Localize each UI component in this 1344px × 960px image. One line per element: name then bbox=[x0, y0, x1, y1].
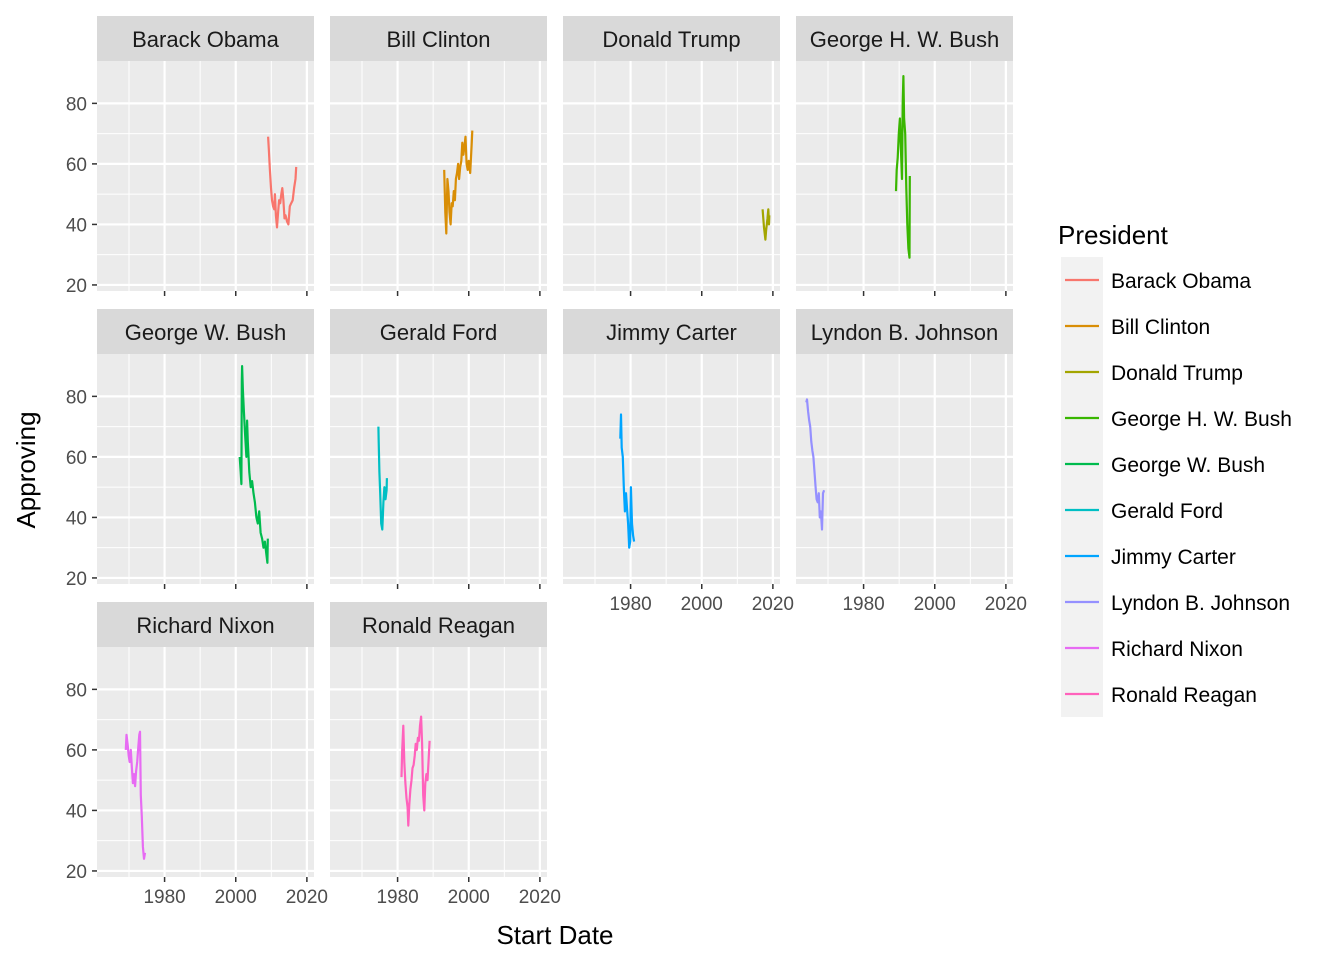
y-tick-label: 80 bbox=[66, 94, 87, 115]
panel-background bbox=[330, 647, 547, 877]
facet-strip bbox=[563, 309, 780, 354]
legend-entry-label: George H. W. Bush bbox=[1111, 408, 1292, 431]
facet-panel: Richard Nixon bbox=[97, 602, 314, 877]
facet-strip bbox=[563, 16, 780, 61]
facet-strip bbox=[330, 309, 547, 354]
x-tick-label: 1980 bbox=[143, 887, 185, 908]
panel-background bbox=[330, 354, 547, 584]
y-tick-label: 40 bbox=[66, 801, 87, 822]
facet-strip-label: Lyndon B. Johnson bbox=[811, 320, 999, 345]
legend-entry-label: Richard Nixon bbox=[1111, 638, 1243, 661]
legend-entry-label: Barack Obama bbox=[1111, 270, 1251, 293]
facet-panel: George W. Bush bbox=[97, 309, 314, 584]
facet-strip-label: Richard Nixon bbox=[136, 613, 274, 638]
series-line bbox=[267, 136, 298, 229]
y-tick-label: 80 bbox=[66, 387, 87, 408]
x-tick-label: 2020 bbox=[752, 594, 794, 615]
x-axis-title: Start Date bbox=[496, 920, 613, 950]
facet-strip bbox=[97, 602, 314, 647]
x-tick-label: 2020 bbox=[286, 887, 328, 908]
y-tick-label: 20 bbox=[66, 862, 87, 883]
series-line bbox=[761, 208, 771, 241]
x-tick-label: 1980 bbox=[842, 594, 884, 615]
facet-panel: Barack Obama bbox=[97, 16, 314, 291]
legend-entry-label: Donald Trump bbox=[1111, 362, 1243, 385]
x-tick-label: 2020 bbox=[519, 887, 561, 908]
x-tick-label: 2000 bbox=[914, 594, 956, 615]
y-tick-label: 60 bbox=[66, 741, 87, 762]
series-line bbox=[894, 74, 911, 259]
facet-strip bbox=[796, 309, 1013, 354]
facet-strip-label: Bill Clinton bbox=[387, 27, 491, 52]
panel-background bbox=[97, 61, 314, 291]
y-tick-label: 80 bbox=[66, 680, 87, 701]
legend-entry-label: Ronald Reagan bbox=[1111, 684, 1257, 707]
y-tick-label: 20 bbox=[66, 569, 87, 590]
series-line bbox=[124, 730, 147, 860]
y-axis-title: Approving bbox=[11, 411, 41, 528]
facet-panels: Barack Obama Bill Clinton Donald Trump Geor… bbox=[97, 16, 1013, 877]
facet-panel: Gerald Ford bbox=[330, 309, 547, 584]
facet-panel: George H. W. Bush bbox=[796, 16, 1013, 291]
legend-entry-label: Bill Clinton bbox=[1111, 316, 1210, 339]
x-tick-label: 2020 bbox=[985, 594, 1027, 615]
facet-strip-label: Donald Trump bbox=[602, 27, 740, 52]
y-tick-label: 60 bbox=[66, 155, 87, 176]
series-line bbox=[238, 365, 269, 564]
x-tick-label: 2000 bbox=[215, 887, 257, 908]
facet-strip bbox=[330, 16, 547, 61]
facet-strip-label: Barack Obama bbox=[132, 27, 279, 52]
facet-panel: Bill Clinton bbox=[330, 16, 547, 291]
legend-entry-label: George W. Bush bbox=[1111, 454, 1265, 477]
facet-strip bbox=[97, 309, 314, 354]
series-line bbox=[805, 398, 826, 531]
legend-entry-label: Gerald Ford bbox=[1111, 500, 1223, 523]
series-line bbox=[377, 426, 388, 531]
facet-panel: Ronald Reagan bbox=[330, 602, 547, 877]
facet-strip bbox=[796, 16, 1013, 61]
panel-background bbox=[563, 354, 780, 584]
y-tick-label: 40 bbox=[66, 508, 87, 529]
facet-panel: Jimmy Carter bbox=[563, 309, 780, 584]
y-tick-label: 60 bbox=[66, 448, 87, 469]
facet-strip bbox=[330, 602, 547, 647]
x-tick-label: 2000 bbox=[681, 594, 723, 615]
facet-panel: Lyndon B. Johnson bbox=[796, 309, 1013, 584]
facet-strip-label: Gerald Ford bbox=[380, 320, 497, 345]
facet-strip bbox=[97, 16, 314, 61]
panel-background bbox=[796, 354, 1013, 584]
series-line bbox=[400, 715, 431, 827]
series-line bbox=[619, 413, 636, 549]
series-line bbox=[443, 130, 474, 235]
y-tick-label: 20 bbox=[66, 276, 87, 297]
facet-panel: Donald Trump bbox=[563, 16, 780, 291]
legend-title: President bbox=[1058, 220, 1169, 250]
facet-strip-label: George W. Bush bbox=[125, 320, 286, 345]
legend-entry-label: Lyndon B. Johnson bbox=[1111, 592, 1290, 615]
x-tick-label: 1980 bbox=[376, 887, 418, 908]
panel-background bbox=[330, 61, 547, 291]
panel-background bbox=[97, 354, 314, 584]
legend-entry-label: Jimmy Carter bbox=[1111, 546, 1236, 569]
panel-background bbox=[97, 647, 314, 877]
panel-background bbox=[563, 61, 780, 291]
facet-strip-label: Ronald Reagan bbox=[362, 613, 515, 638]
legend: President Barack Obama Bill Clinton Donald… bbox=[1058, 220, 1292, 717]
x-tick-label: 2000 bbox=[448, 887, 490, 908]
facet-strip-label: Jimmy Carter bbox=[606, 320, 737, 345]
y-tick-label: 40 bbox=[66, 215, 87, 236]
facet-strip-label: George H. W. Bush bbox=[810, 27, 1000, 52]
x-tick-label: 1980 bbox=[609, 594, 651, 615]
